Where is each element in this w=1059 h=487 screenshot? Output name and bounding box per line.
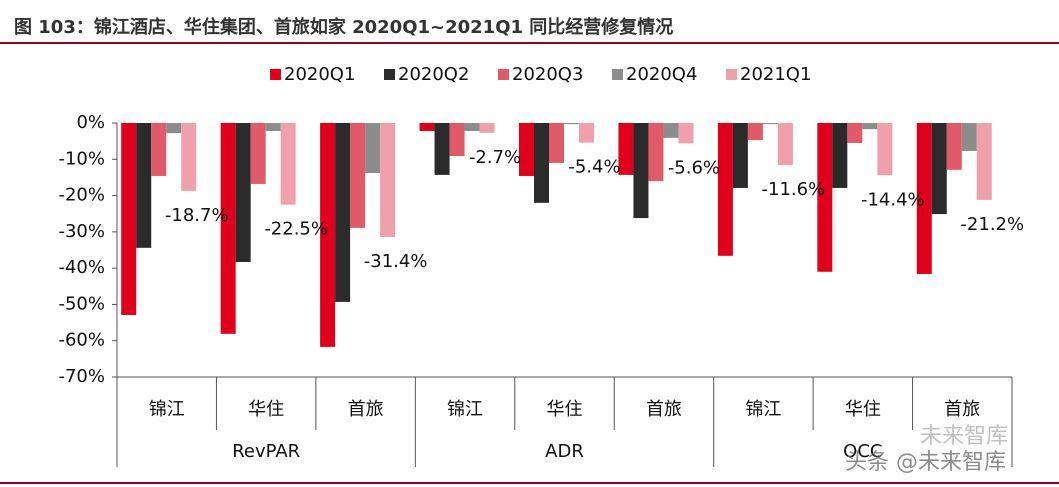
bar bbox=[633, 123, 649, 219]
bar bbox=[579, 123, 594, 143]
bar bbox=[365, 123, 381, 174]
legend-swatch bbox=[384, 69, 395, 80]
bar bbox=[976, 123, 992, 200]
data-label: -22.5% bbox=[264, 219, 328, 240]
bar bbox=[519, 123, 534, 176]
bar bbox=[320, 123, 336, 347]
legend-label: 2020Q4 bbox=[626, 64, 697, 85]
bar bbox=[717, 123, 733, 256]
bar bbox=[335, 123, 351, 302]
bar bbox=[350, 123, 366, 228]
bar bbox=[648, 123, 664, 182]
x-tick-label: 首旅 bbox=[348, 399, 384, 420]
y-tick-label: -50% bbox=[58, 293, 105, 314]
y-tick-label: -10% bbox=[58, 148, 105, 169]
bar bbox=[434, 123, 450, 175]
data-label: -5.6% bbox=[668, 157, 720, 178]
legend-label: 2020Q2 bbox=[398, 64, 469, 85]
x-tick-label: 华住 bbox=[248, 399, 284, 420]
bar bbox=[549, 123, 564, 163]
bar bbox=[747, 123, 763, 141]
legend-swatch bbox=[270, 69, 281, 80]
group-label: ADR bbox=[545, 441, 584, 462]
x-tick-label: 首旅 bbox=[646, 399, 682, 420]
y-tick-label: -30% bbox=[58, 221, 105, 242]
bar bbox=[817, 123, 833, 272]
x-tick-label: 锦江 bbox=[447, 399, 483, 420]
bar bbox=[220, 123, 236, 334]
legend-label: 2020Q3 bbox=[512, 64, 583, 85]
bar bbox=[449, 123, 465, 157]
legend-label: 2020Q1 bbox=[284, 64, 355, 85]
bar bbox=[181, 123, 197, 191]
chart-title: 图 103：锦江酒店、华住集团、首旅如家 2020Q1~2021Q1 同比经营修… bbox=[14, 16, 673, 38]
watermark: 头条 @未来智库 bbox=[845, 450, 1006, 475]
legend-label: 2021Q1 bbox=[740, 64, 811, 85]
bar bbox=[464, 123, 480, 131]
x-tick-label: 首旅 bbox=[944, 399, 980, 420]
bar bbox=[265, 123, 281, 131]
bar bbox=[777, 123, 793, 166]
bar bbox=[151, 123, 167, 176]
data-label: -11.6% bbox=[762, 179, 826, 200]
bar bbox=[877, 123, 893, 176]
legend-swatch bbox=[726, 69, 737, 80]
bar bbox=[847, 123, 863, 143]
group-label: OCC bbox=[843, 441, 882, 462]
bar bbox=[832, 123, 848, 188]
legend-swatch bbox=[498, 69, 509, 80]
group-label: RevPAR bbox=[232, 441, 300, 462]
bar bbox=[916, 123, 932, 274]
y-tick-label: 0% bbox=[76, 112, 105, 133]
data-label: -21.2% bbox=[960, 214, 1024, 235]
bar bbox=[931, 123, 947, 215]
bar bbox=[762, 123, 778, 125]
bar bbox=[961, 123, 977, 151]
bar bbox=[380, 123, 396, 237]
bar bbox=[862, 123, 878, 130]
x-tick-label: 华住 bbox=[547, 399, 583, 420]
data-label: -31.4% bbox=[364, 251, 428, 272]
y-tick-label: -40% bbox=[58, 257, 105, 278]
watermark: 未来智库 bbox=[920, 424, 1008, 449]
bar bbox=[250, 123, 266, 184]
bar bbox=[564, 123, 579, 125]
bar bbox=[419, 123, 435, 131]
data-label: -18.7% bbox=[165, 205, 229, 226]
bar bbox=[235, 123, 251, 262]
data-label: -2.7% bbox=[469, 147, 521, 168]
bar bbox=[618, 123, 634, 175]
x-tick-label: 锦江 bbox=[745, 399, 781, 420]
bar bbox=[678, 123, 694, 144]
y-tick-label: -60% bbox=[58, 330, 105, 351]
bar bbox=[534, 123, 549, 203]
x-tick-label: 锦江 bbox=[149, 399, 185, 420]
bar bbox=[166, 123, 182, 134]
bar bbox=[121, 123, 137, 315]
bar bbox=[136, 123, 152, 248]
data-label: -14.4% bbox=[861, 189, 925, 210]
bar bbox=[946, 123, 962, 170]
legend-swatch bbox=[612, 69, 623, 80]
bar bbox=[732, 123, 748, 188]
bar bbox=[663, 123, 679, 138]
bar bbox=[479, 123, 495, 133]
x-tick-label: 华住 bbox=[845, 399, 881, 420]
y-tick-label: -20% bbox=[58, 185, 105, 206]
bar bbox=[280, 123, 296, 205]
y-tick-label: -70% bbox=[58, 366, 105, 387]
data-label: -5.4% bbox=[568, 157, 620, 178]
